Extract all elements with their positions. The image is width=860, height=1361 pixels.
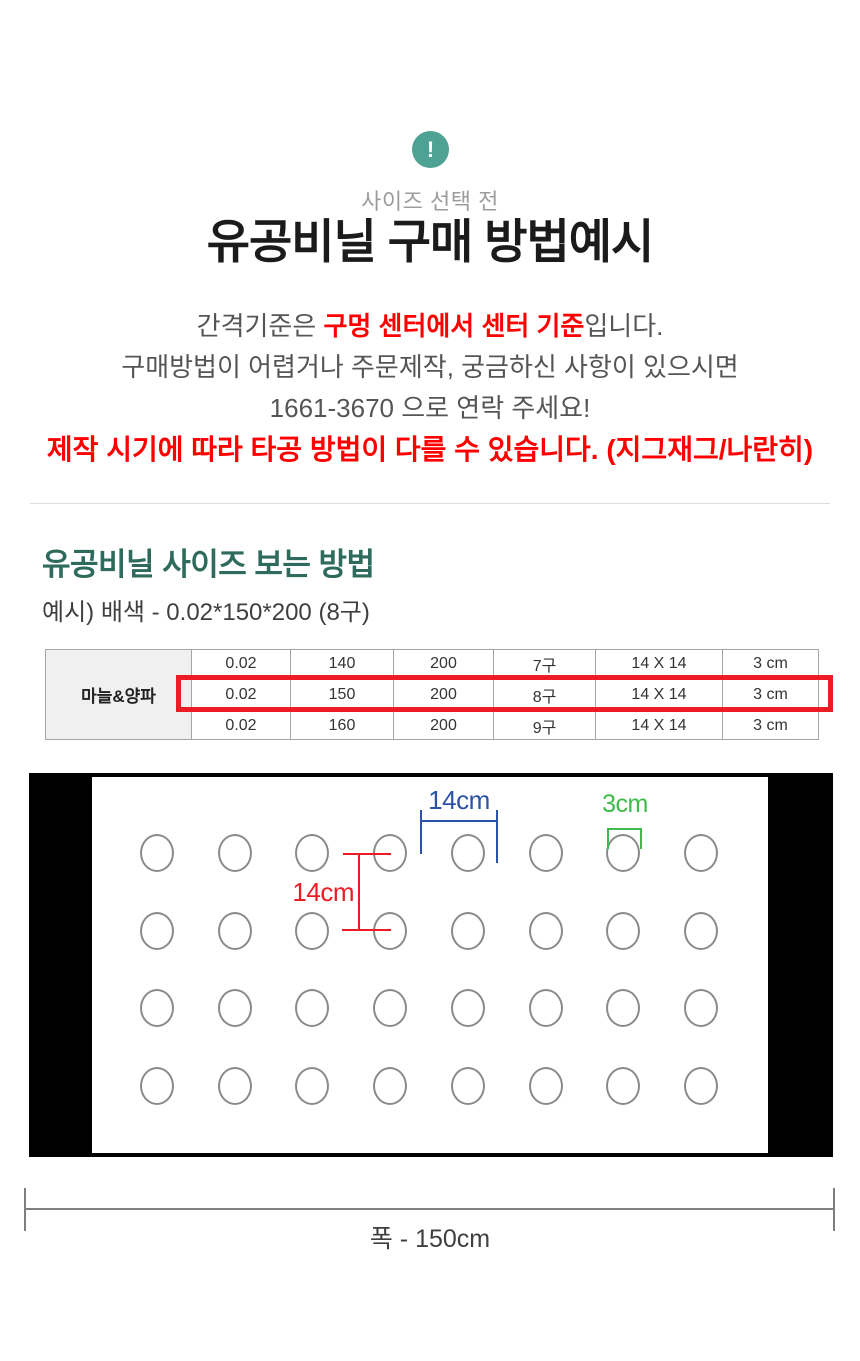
hole bbox=[140, 1067, 174, 1106]
hole bbox=[528, 1067, 563, 1106]
hole bbox=[528, 911, 563, 950]
v-spacing-dim-tick bbox=[342, 929, 391, 931]
table-cell: 3 cm bbox=[722, 677, 819, 712]
sheet-top-edge bbox=[29, 773, 833, 777]
hole bbox=[295, 1067, 330, 1106]
hole bbox=[606, 1067, 641, 1106]
size-guide-heading: 유공비닐 사이즈 보는 방법 bbox=[42, 547, 375, 582]
table-cell: 8구 bbox=[493, 677, 596, 712]
table-row-header: 마늘&양파 bbox=[45, 649, 192, 740]
table-cell: 14 X 14 bbox=[595, 711, 723, 740]
width-dim-tick bbox=[24, 1188, 26, 1231]
hole bbox=[684, 911, 719, 950]
sheet-bottom-edge bbox=[29, 1153, 833, 1157]
notice-line-1: 간격기준은 구멍 센터에서 센터 기준입니다. bbox=[0, 306, 860, 343]
hole bbox=[450, 989, 485, 1028]
hole bbox=[140, 989, 174, 1028]
pre-title: 사이즈 선택 전 bbox=[361, 189, 499, 214]
table-cell: 140 bbox=[290, 649, 394, 678]
hole bbox=[295, 834, 330, 872]
hole bbox=[450, 911, 485, 950]
hole bbox=[373, 989, 408, 1028]
vinyl-sheet-diagram: 14cm 3cm 14cm bbox=[29, 773, 833, 1157]
exclamation-badge: ! bbox=[412, 131, 449, 168]
hole bbox=[140, 834, 174, 872]
table-cell: 3 cm bbox=[722, 711, 819, 740]
hole bbox=[684, 1067, 719, 1106]
spec-table: 마늘&양파 0.02 140 200 7구 14 X 14 3 cm 0.02 … bbox=[45, 649, 819, 740]
hole bbox=[373, 1067, 408, 1106]
page-title: 유공비닐 구매 방법예시 bbox=[206, 215, 655, 268]
table-cell: 150 bbox=[290, 677, 394, 712]
hole bbox=[606, 834, 641, 872]
section-divider bbox=[30, 503, 830, 504]
hole-diameter-dim-tick bbox=[640, 828, 642, 849]
table-cell: 14 X 14 bbox=[595, 677, 723, 712]
notice-line-4: 제작 시기에 따라 타공 방법이 다를 수 있습니다. (지그재그/나란히) bbox=[46, 434, 814, 465]
hole-diameter-dim-line bbox=[607, 828, 642, 830]
width-dim-tick bbox=[833, 1188, 835, 1231]
h-spacing-dim-tick bbox=[420, 810, 422, 854]
table-row-highlighted: 0.02 150 200 8구 14 X 14 3 cm bbox=[46, 677, 819, 712]
width-dim-line bbox=[24, 1208, 835, 1210]
sheet-right-bar bbox=[768, 773, 833, 1157]
hole bbox=[217, 911, 252, 950]
sheet-width-label: 폭 - 150cm bbox=[369, 1225, 491, 1253]
hole bbox=[295, 911, 330, 950]
table-cell: 3 cm bbox=[722, 649, 819, 678]
table-cell: 0.02 bbox=[191, 711, 291, 740]
v-spacing-label: 14cm bbox=[292, 877, 354, 907]
hole bbox=[217, 834, 252, 872]
hole bbox=[684, 989, 719, 1028]
table-cell: 160 bbox=[290, 711, 394, 740]
hole bbox=[450, 834, 485, 872]
hole bbox=[606, 989, 641, 1028]
hole-diameter-dim-tick bbox=[607, 828, 609, 849]
notice-line-3: 1661-3670 으로 연락 주세요! bbox=[269, 393, 591, 423]
hole bbox=[450, 1067, 485, 1106]
size-guide-example: 예시) 배색 - 0.02*150*200 (8구) bbox=[42, 599, 370, 626]
h-spacing-label: 14cm bbox=[428, 785, 490, 815]
table-cell: 0.02 bbox=[191, 677, 291, 712]
hole bbox=[528, 834, 563, 872]
notice-line-1-highlight: 구멍 센터에서 센터 기준 bbox=[323, 311, 585, 341]
hole bbox=[684, 834, 719, 872]
table-cell: 200 bbox=[393, 649, 494, 678]
notice-line-2: 구매방법이 어렵거나 주문제작, 궁금하신 사항이 있으시면 bbox=[121, 352, 739, 382]
table-cell: 9구 bbox=[493, 711, 596, 740]
table-cell: 200 bbox=[393, 711, 494, 740]
hole-diameter-label: 3cm bbox=[602, 790, 648, 818]
notice-line-1-prefix: 간격기준은 bbox=[196, 311, 324, 341]
v-spacing-dim-line bbox=[358, 853, 360, 931]
table-cell: 14 X 14 bbox=[595, 649, 723, 678]
h-spacing-dim-line bbox=[420, 820, 498, 822]
table-row: 0.02 160 200 9구 14 X 14 3 cm bbox=[46, 711, 819, 740]
hole bbox=[528, 989, 563, 1028]
table-cell: 200 bbox=[393, 677, 494, 712]
v-spacing-dim-tick bbox=[343, 853, 391, 855]
notice-line-1-suffix: 입니다. bbox=[584, 311, 664, 341]
table-row: 마늘&양파 0.02 140 200 7구 14 X 14 3 cm bbox=[45, 649, 819, 740]
exclamation-icon: ! bbox=[426, 136, 435, 162]
hole bbox=[140, 911, 174, 950]
hole bbox=[217, 1067, 252, 1106]
h-spacing-dim-tick bbox=[496, 810, 498, 863]
table-cell: 7구 bbox=[493, 649, 596, 678]
hole bbox=[606, 911, 641, 950]
sheet-left-bar bbox=[29, 773, 92, 1157]
hole bbox=[295, 989, 330, 1028]
table-cell: 0.02 bbox=[191, 649, 291, 678]
hole bbox=[217, 989, 252, 1028]
